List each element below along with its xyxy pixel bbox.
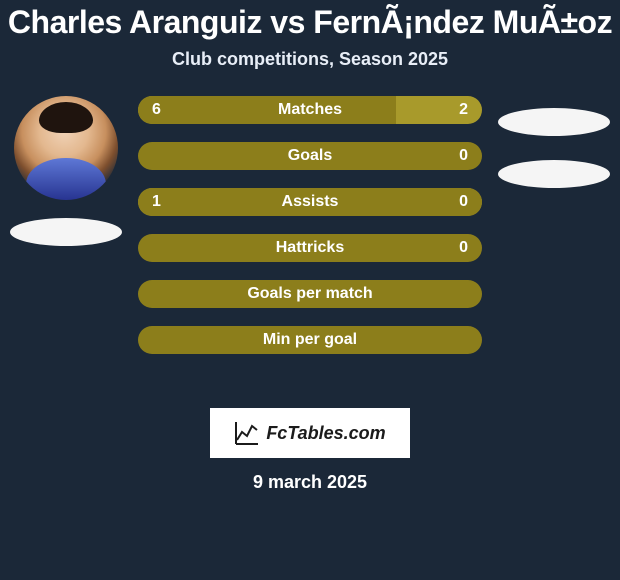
- bar-assists-right-value: 0: [459, 188, 468, 216]
- bar-gpm: Goals per match: [138, 280, 482, 308]
- bar-assists-left-fill: [138, 188, 482, 216]
- bar-matches-right-value: 2: [459, 96, 468, 124]
- bar-matches-left-value: 6: [152, 96, 161, 124]
- bar-assists: 1 Assists 0: [138, 188, 482, 216]
- fctables-logo: FcTables.com: [210, 408, 410, 458]
- page-subtitle: Club competitions, Season 2025: [0, 49, 620, 70]
- date-line: 9 march 2025: [0, 472, 620, 493]
- comparison-infographic: Charles Aranguiz vs FernÃ¡ndez MuÃ±oz Cl…: [0, 0, 620, 580]
- chart-icon: [234, 420, 260, 446]
- bar-mpg: Min per goal: [138, 326, 482, 354]
- bar-goals-right-value: 0: [459, 142, 468, 170]
- bar-assists-left-value: 1: [152, 188, 161, 216]
- bar-goals: Goals 0: [138, 142, 482, 170]
- player-right-shadow-bottom: [498, 160, 610, 188]
- chart-area: 6 Matches 2 Goals 0 1 Assists 0 Hattrick…: [0, 96, 620, 396]
- bar-hattricks-label: Hattricks: [138, 234, 482, 262]
- player-right-shadow-top: [498, 108, 610, 136]
- bar-hattricks: Hattricks 0: [138, 234, 482, 262]
- bar-hattricks-right-value: 0: [459, 234, 468, 262]
- player-left-avatar: [14, 96, 118, 200]
- bar-goals-label: Goals: [138, 142, 482, 170]
- player-left-shadow: [10, 218, 122, 246]
- bar-matches: 6 Matches 2: [138, 96, 482, 124]
- fctables-logo-text: FcTables.com: [266, 423, 385, 444]
- bar-matches-left-fill: [138, 96, 396, 124]
- page-title: Charles Aranguiz vs FernÃ¡ndez MuÃ±oz: [0, 4, 620, 41]
- player-left-column: [8, 96, 124, 246]
- bar-gpm-label: Goals per match: [138, 280, 482, 308]
- bar-mpg-label: Min per goal: [138, 326, 482, 354]
- stat-bars: 6 Matches 2 Goals 0 1 Assists 0 Hattrick…: [138, 96, 482, 372]
- player-right-column: [496, 96, 612, 188]
